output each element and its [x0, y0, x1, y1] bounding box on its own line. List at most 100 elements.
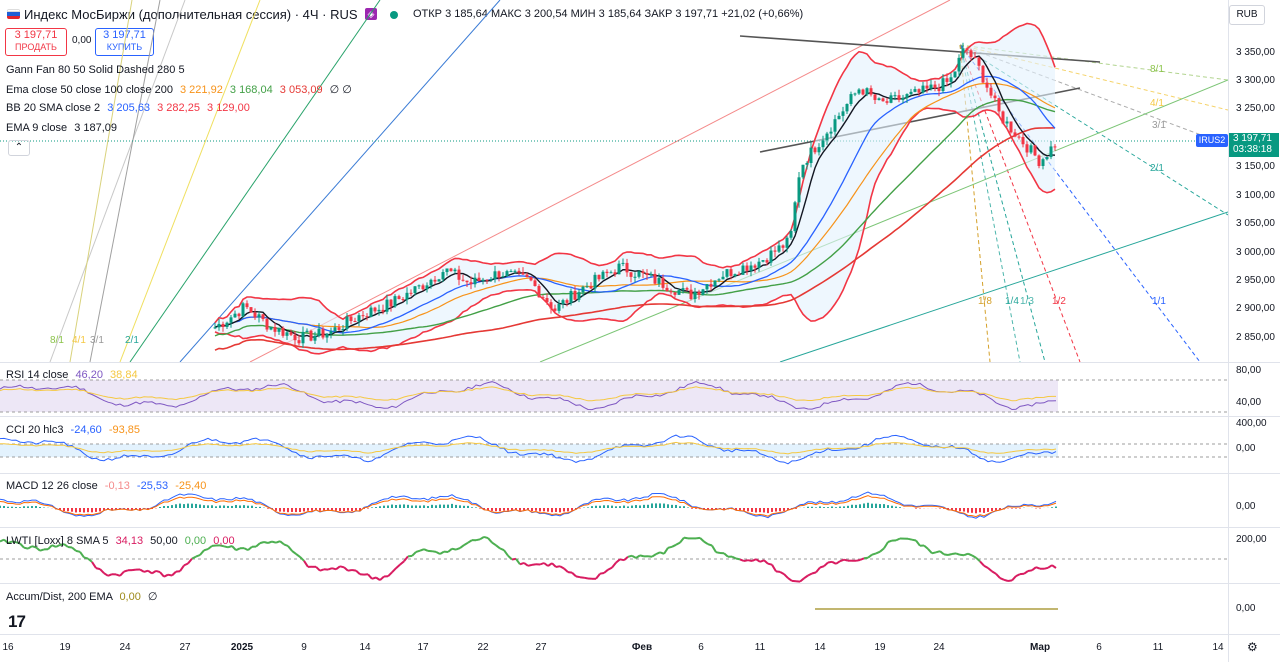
- candle-body: [289, 332, 293, 335]
- candle-body: [805, 162, 809, 165]
- candle-body: [989, 87, 993, 96]
- sell-button[interactable]: 3 197,71 ПРОДАТЬ: [5, 28, 67, 56]
- candle-body: [225, 322, 229, 327]
- lwti-segment: [67, 546, 73, 549]
- candle-body: [681, 288, 685, 291]
- macd-hist-bar: [207, 505, 209, 508]
- rsi-legend[interactable]: RSI 14 close 46,20 38,84: [6, 369, 138, 381]
- macd-hist-bar: [219, 505, 221, 508]
- candle-body: [509, 271, 513, 273]
- lwti-segment: [911, 538, 917, 542]
- settings-gear-icon[interactable]: ⚙: [1247, 640, 1258, 654]
- macd-hist-bar: [607, 505, 609, 508]
- bb-legend[interactable]: BB 20 SMA close 2 3 205,63 3 282,25 3 12…: [6, 102, 250, 114]
- macd-hist-bar: [455, 504, 457, 508]
- spread-value: 0,00: [72, 35, 92, 46]
- lwti-segment: [775, 570, 781, 573]
- candle-body: [577, 292, 581, 300]
- gann-line-teal: [779, 211, 1228, 362]
- lwti-segment: [735, 557, 741, 561]
- candle-body: [965, 48, 969, 51]
- lwti-segment: [395, 563, 401, 569]
- lwti-segment: [503, 549, 509, 557]
- macd-legend[interactable]: MACD 12 26 close -0,13 -25,53 -25,40: [6, 480, 206, 492]
- lwti-segment: [291, 550, 297, 555]
- candle-body: [349, 316, 353, 322]
- macd-hist-bar: [367, 508, 369, 509]
- accum-legend[interactable]: Accum/Dist, 200 EMA 0,00 ∅: [6, 590, 158, 603]
- candle-body: [357, 315, 361, 322]
- macd-hist-bar: [835, 507, 837, 508]
- candle-body: [249, 307, 253, 313]
- lwti-segment: [203, 548, 209, 552]
- ema100-line: [214, 98, 1056, 337]
- lwti-segment: [763, 559, 769, 565]
- ema-legend[interactable]: Ema close 50 close 100 close 200 3 221,9…: [6, 83, 352, 96]
- lwti-segment: [35, 546, 41, 552]
- gann-legend[interactable]: Gann Fan 80 50 Solid Dashed 280 5: [6, 64, 185, 76]
- macd-hist-bar: [787, 508, 789, 511]
- lwti-segment: [23, 546, 29, 550]
- lwti-segment: [315, 566, 321, 572]
- lwti-segment: [0, 538, 5, 543]
- macd-hist-bar: [383, 505, 385, 508]
- macd-hist-bar: [643, 504, 645, 508]
- candle-body: [745, 265, 749, 271]
- macd-hist-bar: [867, 502, 869, 508]
- macd-hist-bar: [339, 508, 341, 512]
- lwti-segment: [151, 570, 157, 575]
- bollinger-mid: [214, 75, 1056, 334]
- macd-hist-bar: [91, 508, 93, 513]
- macd-hist-bar: [967, 508, 969, 513]
- ema9-legend[interactable]: EMA 9 close 3 187,09: [6, 122, 117, 134]
- lwti-segment: [779, 571, 785, 575]
- macd-hist-bar: [71, 508, 73, 512]
- macd-hist-bar: [335, 508, 337, 511]
- lwti-segment: [283, 543, 289, 547]
- lwti-segment: [907, 537, 913, 541]
- lwti-legend[interactable]: LWTI [Loxx] 8 SMA 5 34,13 50,00 0,00 0,0…: [6, 535, 235, 547]
- lwti-segment: [1043, 566, 1049, 570]
- collapse-legend-chevron-icon[interactable]: ⌃: [8, 140, 30, 156]
- lwti-segment: [507, 554, 513, 561]
- candle-body: [925, 85, 929, 89]
- tradingview-logo[interactable]: 17: [8, 612, 26, 631]
- macd-hist-bar: [819, 506, 821, 508]
- macd-hist-bar: [943, 508, 945, 509]
- candle-body: [1033, 145, 1037, 156]
- currency-button[interactable]: RUB: [1229, 5, 1265, 25]
- lwti-segment: [963, 552, 969, 557]
- symbol-title[interactable]: Индекс МосБиржи (дополнительная сессия) …: [24, 7, 358, 22]
- lwti-segment: [695, 536, 701, 540]
- candle-body: [449, 268, 453, 272]
- lwti-segment: [575, 575, 581, 579]
- candle-body: [941, 78, 945, 92]
- price-tick: 3 000,00: [1236, 247, 1275, 258]
- time-tick: 9: [301, 642, 307, 653]
- macd-hist-bar: [599, 505, 601, 508]
- candle-body: [961, 48, 965, 58]
- gann-label-8-1: 8/1: [1150, 64, 1164, 75]
- candle-body: [497, 271, 501, 278]
- accum-value: 0,00: [119, 591, 141, 603]
- macd-hist-bar: [503, 508, 505, 511]
- ema200-line: [214, 127, 1056, 351]
- candle-body: [837, 115, 841, 120]
- lwti-segment: [83, 556, 89, 560]
- macd-hist-bar: [139, 508, 141, 511]
- macd-hist-bar: [851, 504, 853, 508]
- lwti-segment: [351, 569, 357, 572]
- lwti-segment: [947, 553, 953, 556]
- lwti-segment: [387, 571, 393, 578]
- lwti-segment: [611, 561, 617, 569]
- candle-body: [757, 261, 761, 268]
- cci-legend[interactable]: CCI 20 hlc3 -24,60 -93,85: [6, 424, 140, 436]
- candle-body: [853, 93, 857, 95]
- lwti-segment: [167, 573, 173, 577]
- macd-hist-bar: [595, 505, 597, 508]
- candle-body: [873, 94, 877, 101]
- macd-hist-bar: [891, 505, 893, 508]
- lwti-label: LWTI [Loxx] 8 SMA 5: [6, 535, 109, 547]
- lwti-segment: [267, 540, 273, 544]
